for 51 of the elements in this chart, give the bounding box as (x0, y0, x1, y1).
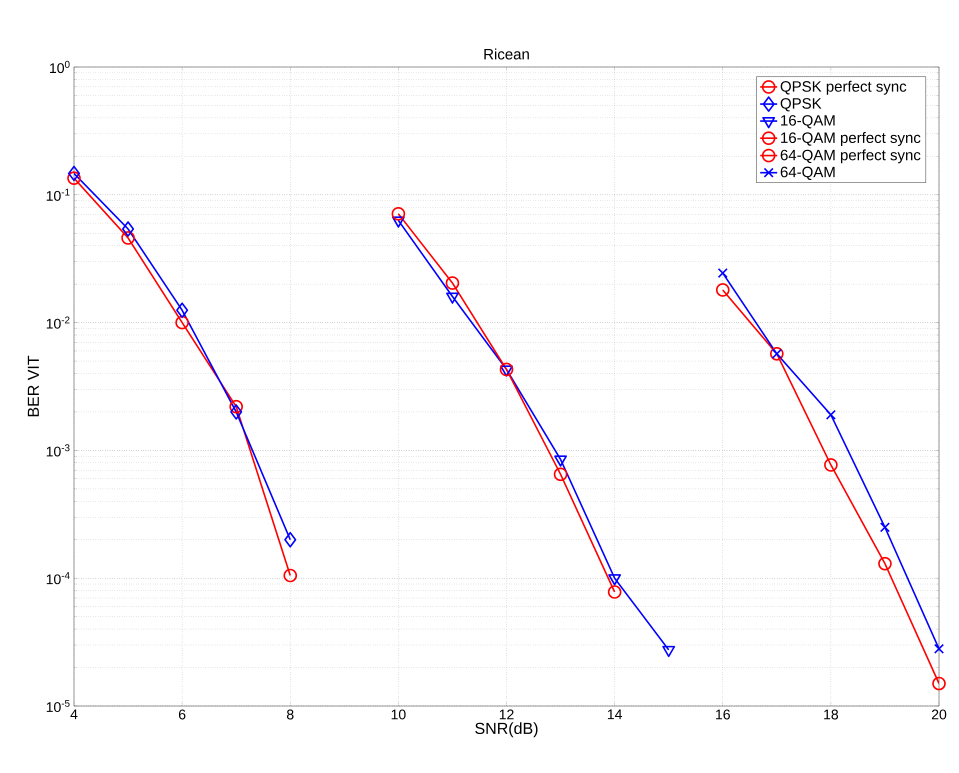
x-tick-label: 4 (70, 710, 78, 720)
y-axis-title: BER VIT (28, 356, 39, 416)
y-tick-label: 10$^{0}$ (50, 60, 70, 74)
point (934, 644, 944, 654)
x-tick-label: 18 (824, 710, 838, 720)
point (880, 522, 890, 532)
legend-label: QPSK (780, 98, 822, 112)
point (175, 316, 189, 330)
legend-label: QPSK perfect sync (780, 80, 906, 95)
legend-label: 16-QAM (781, 115, 835, 128)
point (229, 400, 243, 414)
y-tick-label: 10$^{-2}$ (46, 316, 70, 329)
x-tick-label: 10 (392, 710, 406, 720)
point (608, 585, 622, 599)
y-tick-label: 10$^{-3}$ (46, 444, 70, 457)
y-tick-label: 10$^{-1}$ (46, 188, 70, 201)
point (500, 365, 513, 377)
point (718, 268, 728, 278)
point (554, 455, 567, 467)
point (716, 283, 730, 297)
point (824, 458, 838, 472)
point (284, 532, 296, 548)
point (121, 231, 135, 245)
point (176, 302, 188, 318)
point (878, 556, 892, 570)
point (283, 568, 298, 582)
point (500, 362, 514, 376)
legend-label: 64-QAM perfect sync (780, 149, 920, 164)
x-tick-label: 8 (286, 710, 294, 720)
x-tick-label: 12 (500, 710, 514, 720)
point (67, 171, 81, 185)
point (446, 292, 459, 304)
x-axis-title: SNR(dB) (475, 722, 538, 738)
point (446, 276, 460, 290)
chart-title: Ricean (484, 48, 529, 60)
y-tick-label: 10$^{-5}$ (46, 700, 70, 712)
x-tick-label: 14 (608, 710, 622, 720)
x-tick-label: 20 (932, 710, 946, 720)
point (68, 166, 80, 182)
point (122, 221, 134, 237)
point (392, 216, 405, 228)
point (826, 410, 836, 420)
point (392, 207, 406, 221)
y-tick-label: 10$^{-4}$ (46, 572, 70, 584)
x-tick-label: 6 (178, 710, 186, 720)
point (932, 676, 946, 690)
x-tick-label: 16 (716, 710, 730, 720)
point (554, 468, 568, 482)
point (230, 404, 242, 420)
legend-label: 16-QAM perfect sync (781, 132, 920, 146)
legend-label: 64-QAM (780, 166, 835, 180)
